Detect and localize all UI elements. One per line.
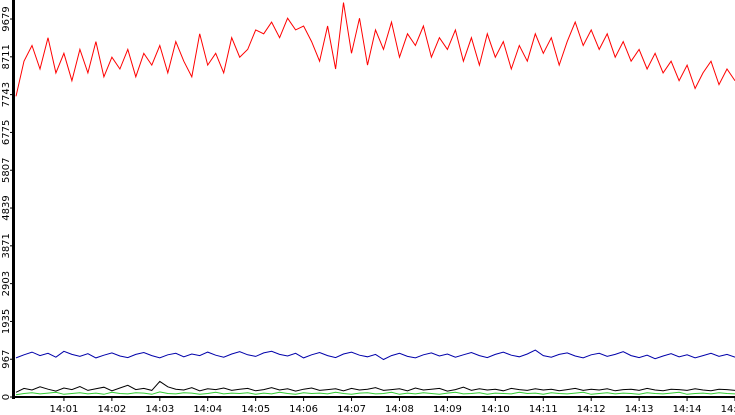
x-tick-label: 14:15	[721, 404, 735, 415]
x-tick-label: 14:12	[577, 404, 606, 415]
y-tick-label: 5807	[1, 157, 12, 182]
y-tick-label: 0	[1, 394, 12, 400]
y-tick-label: 2903	[1, 271, 12, 296]
x-tick-label: 14:02	[97, 404, 126, 415]
series-line	[15, 380, 735, 393]
x-axis-line	[12, 396, 735, 398]
x-tick-label: 14:06	[289, 404, 318, 415]
y-tick-label: 3871	[1, 233, 12, 258]
y-tick-label: 1935	[1, 309, 12, 334]
y-tick-label: 967	[1, 350, 12, 369]
x-tick-label: 14:04	[193, 404, 222, 415]
x-tick-label: 14:08	[385, 404, 414, 415]
x-tick-label: 14:05	[241, 404, 270, 415]
series-line	[15, 2, 735, 97]
x-tick-label: 14:07	[337, 404, 366, 415]
y-tick-label: 7743	[1, 82, 12, 107]
x-tick-label: 14:13	[625, 404, 654, 415]
x-tick-label: 14:09	[433, 404, 462, 415]
y-tick-label: 4839	[1, 195, 12, 220]
y-tick-label: 6775	[1, 120, 12, 145]
x-tick-label: 14:01	[50, 404, 79, 415]
series-line	[15, 391, 735, 396]
x-tick-label: 14:14	[673, 404, 702, 415]
y-axis-bar	[12, 0, 15, 399]
x-tick-label: 14:10	[481, 404, 510, 415]
y-tick-label: 9679	[1, 6, 12, 31]
y-tick-label: 8711	[1, 44, 12, 69]
x-tick-label: 14:11	[529, 404, 558, 415]
x-tick-label: 14:03	[145, 404, 174, 415]
series-line	[15, 349, 735, 361]
